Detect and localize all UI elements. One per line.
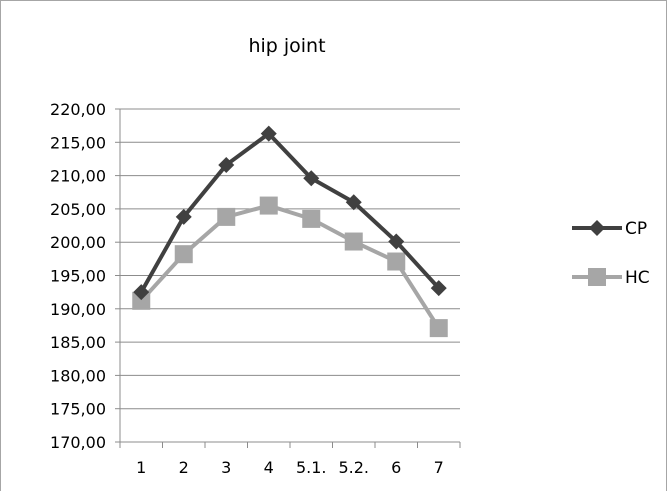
data-point-cp bbox=[303, 170, 320, 187]
x-tick-label: 5.1. bbox=[296, 458, 327, 477]
data-point-hc bbox=[217, 207, 236, 226]
data-point-hc bbox=[259, 196, 278, 215]
y-tick-label: 185,00 bbox=[50, 333, 106, 352]
legend-entry-hc: HC bbox=[572, 268, 650, 288]
x-tick-label: 2 bbox=[179, 458, 189, 477]
x-tick-label: 1 bbox=[136, 458, 146, 477]
y-tick-label: 205,00 bbox=[50, 200, 106, 219]
x-tick-label: 3 bbox=[221, 458, 231, 477]
y-axis-ticks: 170,00 175,00 180,00 185,00 190,00 195,00 200,… bbox=[50, 100, 120, 452]
y-tick-label: 210,00 bbox=[50, 167, 106, 186]
data-point-hc bbox=[302, 209, 321, 228]
y-tick-label: 220,00 bbox=[50, 100, 106, 119]
x-tick-label: 5.2. bbox=[338, 458, 369, 477]
data-point-cp bbox=[388, 233, 405, 250]
data-point-cp bbox=[133, 284, 150, 301]
y-tick-label: 180,00 bbox=[50, 366, 106, 385]
series-group bbox=[132, 125, 448, 338]
series-cp bbox=[133, 125, 447, 301]
series-hc bbox=[132, 196, 448, 338]
legend: CP HC bbox=[572, 219, 650, 288]
x-tick-label: 6 bbox=[391, 458, 401, 477]
legend-label-cp: CP bbox=[625, 219, 647, 239]
data-point-cp bbox=[430, 280, 447, 297]
data-point-cp bbox=[175, 208, 192, 225]
data-point-hc bbox=[174, 245, 193, 264]
x-axis-ticks: 1 2 3 4 5.1. 5.2. 6 7 bbox=[119, 442, 461, 477]
y-tick-label: 195,00 bbox=[50, 267, 106, 286]
legend-label-hc: HC bbox=[625, 268, 650, 288]
data-point-hc bbox=[387, 252, 406, 271]
data-point-hc bbox=[344, 232, 363, 251]
y-tick-label: 175,00 bbox=[50, 400, 106, 419]
legend-entry-cp: CP bbox=[572, 219, 647, 239]
y-tick-label: 200,00 bbox=[50, 233, 106, 252]
data-point-cp bbox=[345, 194, 362, 211]
chart-title: hip joint bbox=[248, 35, 325, 57]
gridlines bbox=[120, 108, 460, 443]
data-point-cp bbox=[260, 125, 277, 142]
data-point-hc bbox=[429, 319, 448, 338]
y-tick-label: 215,00 bbox=[50, 133, 106, 152]
x-tick-label: 4 bbox=[264, 458, 274, 477]
data-point-cp bbox=[218, 156, 235, 173]
series-line-cp bbox=[139, 131, 441, 294]
legend-marker-hc bbox=[588, 268, 606, 286]
x-tick-label: 7 bbox=[434, 458, 444, 477]
y-tick-label: 170,00 bbox=[50, 433, 106, 452]
y-tick-label: 190,00 bbox=[50, 300, 106, 319]
data-point-hc bbox=[132, 291, 151, 310]
legend-marker-cp bbox=[589, 220, 605, 236]
